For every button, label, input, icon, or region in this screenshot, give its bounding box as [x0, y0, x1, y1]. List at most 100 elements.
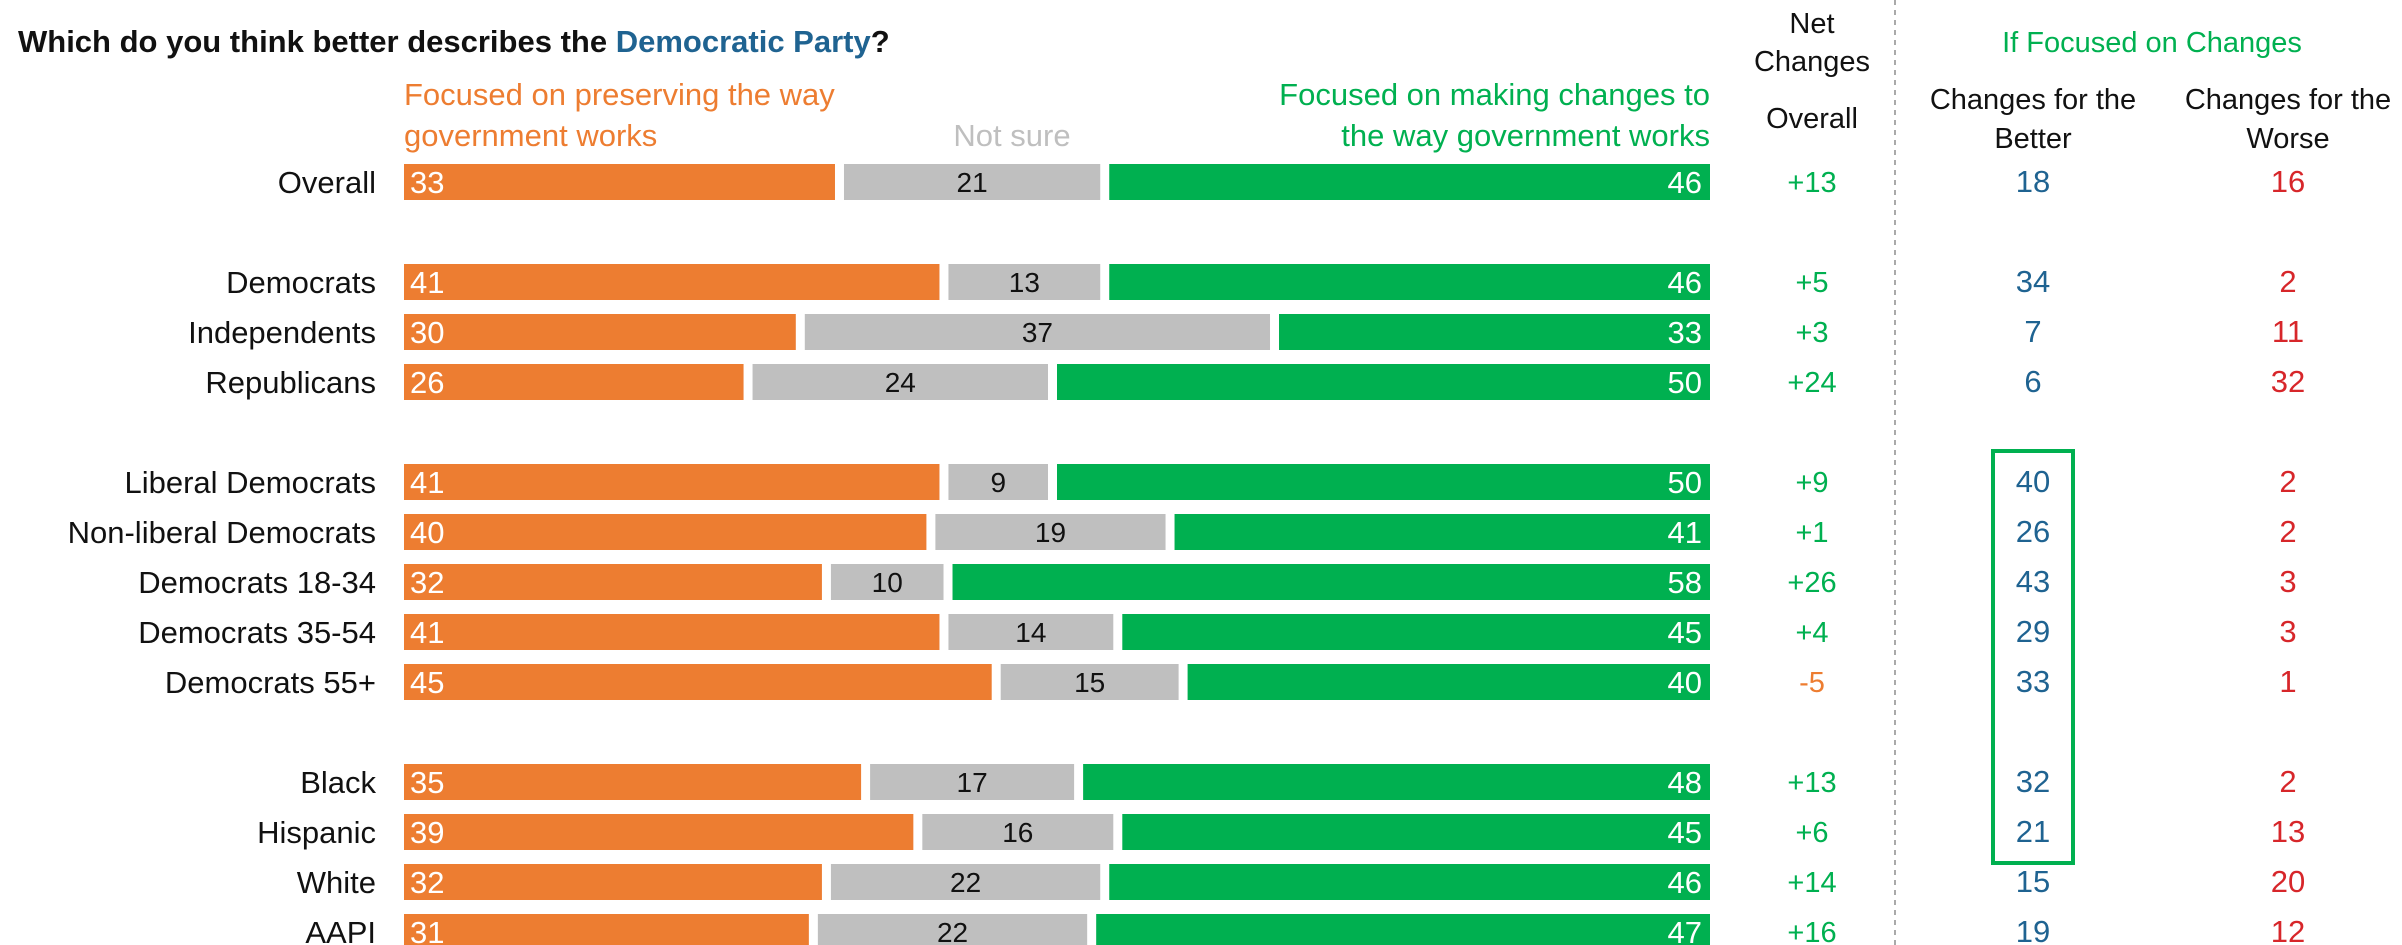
value-net-changes: +4	[1795, 617, 1828, 649]
value-changes-better: 15	[2016, 864, 2050, 899]
value-changes-better: 18	[2016, 164, 2050, 199]
bar-preserving	[404, 914, 809, 945]
value-changes-worse: 20	[2271, 864, 2305, 899]
bar-changes	[1096, 914, 1710, 945]
chart-row: Independents 30 37 33 +3 7 11	[188, 314, 2304, 350]
value-net-changes: +6	[1795, 817, 1828, 849]
bar-changes	[1122, 814, 1710, 850]
header-better-line2: Better	[1994, 123, 2072, 155]
value-preserving: 41	[410, 465, 444, 500]
bar-not-sure	[948, 614, 1114, 650]
value-changes: 46	[1668, 265, 1702, 300]
category-label: Democrats 35-54	[138, 615, 376, 650]
value-preserving: 30	[410, 315, 444, 350]
value-changes-better: 6	[2024, 364, 2041, 399]
bar-not-sure	[752, 364, 1048, 400]
bar-preserving	[404, 264, 940, 300]
header-changes-line1: Focused on making changes to	[1279, 77, 1710, 112]
value-changes-better: 33	[2016, 664, 2050, 699]
title-suffix: ?	[871, 24, 890, 59]
value-changes: 40	[1668, 665, 1702, 700]
value-preserving: 33	[410, 165, 444, 200]
value-changes-worse: 32	[2271, 364, 2305, 399]
value-changes-worse: 13	[2271, 814, 2305, 849]
bar-preserving	[404, 314, 796, 350]
header-net-sub: Overall	[1766, 103, 1858, 135]
value-changes: 48	[1668, 765, 1702, 800]
value-changes-better: 19	[2016, 914, 2050, 945]
value-net-changes: +13	[1787, 167, 1836, 199]
value-changes: 50	[1668, 365, 1702, 400]
value-preserving: 39	[410, 815, 444, 850]
category-label: Democrats	[226, 265, 376, 300]
header-worse-line2: Worse	[2246, 123, 2329, 155]
bar-not-sure	[817, 914, 1088, 945]
category-label: Non-liberal Democrats	[68, 515, 376, 550]
value-changes-worse: 16	[2271, 164, 2305, 199]
value-not-sure: 37	[1022, 317, 1053, 348]
header-net-line2: Changes	[1754, 46, 1870, 78]
bar-not-sure	[804, 314, 1271, 350]
value-net-changes: +1	[1795, 517, 1828, 549]
category-label: Democrats 18-34	[138, 565, 376, 600]
value-not-sure: 13	[1009, 267, 1040, 298]
bar-changes	[1109, 264, 1710, 300]
value-changes-worse: 2	[2279, 264, 2296, 299]
category-label: AAPI	[305, 915, 376, 945]
value-not-sure: 22	[937, 917, 968, 945]
chart-row: Democrats 35-54 41 14 45 +4 29 3	[138, 614, 2297, 650]
value-changes: 50	[1668, 465, 1702, 500]
header-better-line1: Changes for the	[1930, 84, 2136, 116]
bar-not-sure	[948, 464, 1048, 500]
value-changes-worse: 11	[2272, 314, 2304, 349]
value-preserving: 26	[410, 365, 444, 400]
category-label: Black	[300, 765, 376, 800]
value-net-changes: +9	[1795, 467, 1828, 499]
bar-preserving	[404, 564, 822, 600]
value-changes-better: 7	[2024, 314, 2041, 349]
value-changes-better: 26	[2016, 514, 2050, 549]
bar-changes	[1083, 764, 1710, 800]
chart-row: Republicans 26 24 50 +24 6 32	[205, 364, 2305, 400]
value-preserving: 32	[410, 565, 444, 600]
bar-not-sure	[935, 514, 1166, 550]
header-changes-line2: the way government works	[1341, 118, 1710, 153]
value-changes: 33	[1668, 315, 1702, 350]
chart-row: White 32 22 46 +14 15 20	[297, 864, 2305, 900]
bar-changes	[952, 564, 1710, 600]
value-changes: 46	[1668, 865, 1702, 900]
value-changes-better: 34	[2016, 264, 2050, 299]
bar-not-sure	[830, 564, 944, 600]
bar-preserving	[404, 364, 744, 400]
value-changes-better: 40	[2016, 464, 2050, 499]
bar-changes	[1122, 614, 1710, 650]
value-preserving: 31	[410, 915, 444, 945]
bar-preserving	[404, 614, 940, 650]
chart-row: Liberal Democrats 41 9 50 +9 40 2	[124, 464, 2297, 500]
value-changes: 58	[1668, 565, 1702, 600]
category-label: Hispanic	[257, 815, 376, 850]
value-not-sure: 9	[990, 467, 1006, 498]
value-preserving: 45	[410, 665, 444, 700]
value-changes-better: 32	[2016, 764, 2050, 799]
value-changes-worse: 3	[2279, 614, 2296, 649]
category-label: Democrats 55+	[165, 665, 376, 700]
value-net-changes: -5	[1799, 667, 1825, 699]
value-not-sure: 15	[1074, 667, 1105, 698]
title-party: Democratic Party	[616, 24, 872, 59]
header-worse-line1: Changes for the	[2185, 84, 2391, 116]
value-changes-worse: 2	[2279, 464, 2296, 499]
value-net-changes: +26	[1787, 567, 1836, 599]
value-net-changes: +16	[1787, 917, 1836, 945]
column-headers: Focused on preserving the way government…	[404, 8, 2391, 155]
value-net-changes: +14	[1787, 867, 1836, 899]
chart-row: Democrats 55+ 45 15 40 -5 33 1	[165, 664, 2297, 700]
bar-changes	[1109, 864, 1710, 900]
value-preserving: 41	[410, 265, 444, 300]
bar-not-sure	[843, 164, 1101, 200]
value-not-sure: 19	[1035, 517, 1066, 548]
chart-row: Overall 33 21 46 +13 18 16	[278, 164, 2305, 200]
value-changes: 46	[1668, 165, 1702, 200]
value-preserving: 40	[410, 515, 444, 550]
